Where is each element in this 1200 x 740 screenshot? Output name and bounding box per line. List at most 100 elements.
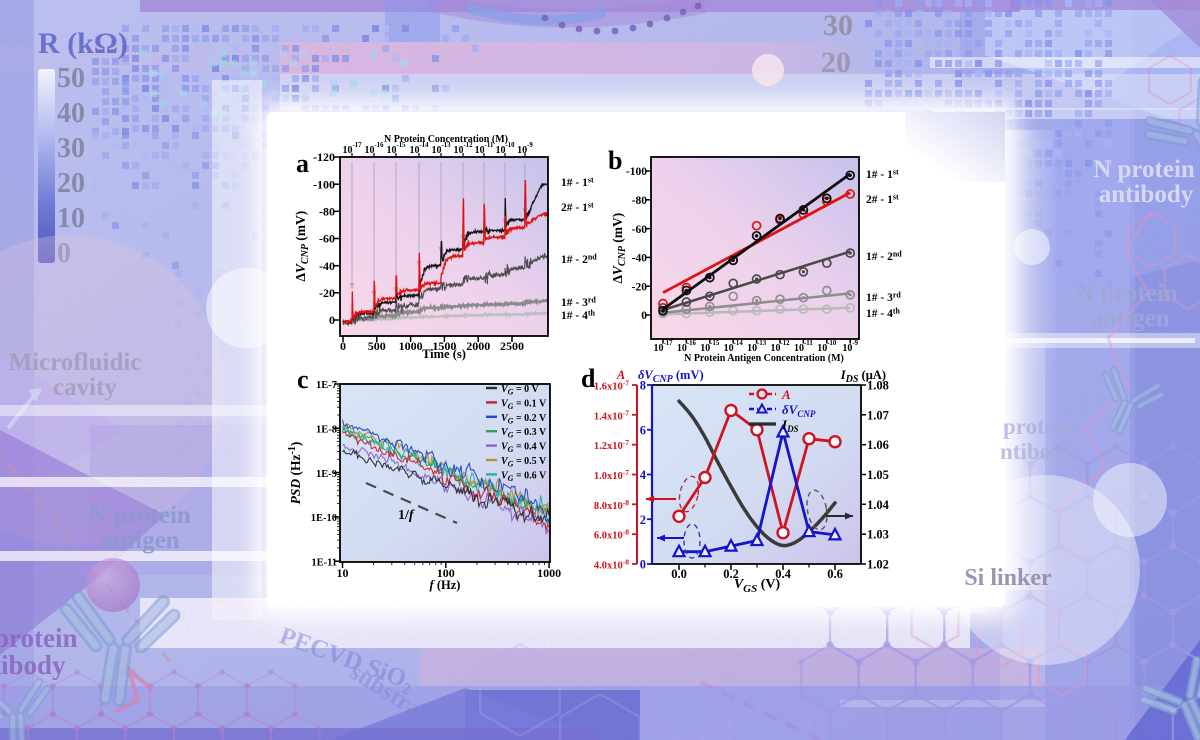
svg-text:10-12: 10-12 [770, 340, 790, 354]
svg-text:1.08: 1.08 [867, 379, 889, 393]
svg-text:PSD (Hz-1): PSD (Hz-1) [287, 442, 303, 505]
svg-text:10: 10 [337, 566, 349, 580]
svg-text:1E-11: 1E-11 [311, 557, 337, 568]
svg-text:1# - 4th: 1# - 4th [866, 307, 901, 321]
svg-text:1.02: 1.02 [867, 558, 889, 572]
svg-text:0.4: 0.4 [775, 567, 791, 581]
svg-text:0: 0 [329, 313, 335, 327]
svg-text:10-10: 10-10 [817, 340, 837, 354]
svg-text:100: 100 [437, 566, 455, 580]
svg-text:2500: 2500 [500, 339, 524, 353]
svg-text:-20: -20 [319, 286, 335, 300]
svg-text:8.0x10-8: 8.0x10-8 [594, 498, 629, 512]
svg-text:10-15: 10-15 [386, 142, 406, 156]
svg-text:10-17: 10-17 [653, 340, 673, 354]
svg-text:N Protein Antigen Concentratio: N Protein Antigen Concentration (M) [684, 353, 844, 364]
svg-text:6: 6 [640, 423, 646, 437]
svg-text:1E-10: 1E-10 [311, 513, 337, 524]
svg-text:1# - 3rd: 1# - 3rd [866, 291, 901, 305]
svg-text:-40: -40 [632, 253, 648, 265]
svg-text:Si linker: Si linker [964, 565, 1052, 591]
svg-text:0: 0 [340, 339, 346, 353]
svg-text:8: 8 [640, 379, 646, 393]
svg-text:1# - 4th: 1# - 4th [561, 309, 596, 323]
svg-text:-80: -80 [632, 195, 648, 207]
svg-text:VG = 0.2 V: VG = 0.2 V [501, 413, 547, 426]
svg-text:1# - 2nd: 1# - 2nd [866, 250, 902, 264]
svg-text:0.6: 0.6 [827, 567, 843, 581]
svg-text:1/f: 1/f [398, 508, 415, 523]
svg-text:10-9: 10-9 [842, 340, 858, 354]
svg-text:10-14: 10-14 [409, 142, 429, 156]
svg-text:4.0x10-8: 4.0x10-8 [594, 558, 629, 572]
svg-text:1.0x10-7: 1.0x10-7 [594, 468, 629, 482]
svg-text:10-11: 10-11 [794, 340, 813, 354]
svg-text:-60: -60 [632, 224, 648, 236]
svg-text:-20: -20 [632, 281, 648, 293]
svg-text:2# - 1st: 2# - 1st [866, 193, 899, 207]
svg-text:1.06: 1.06 [867, 438, 889, 452]
svg-text:VG = 0.1 V: VG = 0.1 V [501, 398, 547, 411]
svg-text:-100: -100 [313, 177, 335, 191]
svg-text:10-12: 10-12 [453, 142, 473, 156]
svg-text:1E-8: 1E-8 [316, 425, 337, 436]
svg-text:10-13: 10-13 [747, 340, 767, 354]
svg-text:1000: 1000 [399, 339, 423, 353]
svg-text:VG = 0.5 V: VG = 0.5 V [501, 456, 547, 469]
svg-text:∆VCNP (mV): ∆VCNP (mV) [293, 211, 311, 282]
svg-text:10-13: 10-13 [431, 142, 451, 156]
svg-text:c: c [297, 365, 309, 394]
svg-text:10-16: 10-16 [677, 340, 697, 354]
svg-text:-80: -80 [319, 205, 335, 219]
svg-text:Time (s): Time (s) [422, 347, 466, 361]
svg-text:N Protein Concentration (M): N Protein Concentration (M) [384, 134, 508, 145]
svg-text:d: d [581, 364, 596, 393]
svg-text:1.04: 1.04 [867, 498, 890, 512]
svg-text:2: 2 [640, 513, 646, 527]
svg-text:1.05: 1.05 [867, 468, 889, 482]
svg-text:4: 4 [640, 468, 647, 482]
svg-text:0: 0 [640, 558, 646, 572]
svg-text:10-10: 10-10 [495, 142, 515, 156]
svg-text:10-9: 10-9 [517, 142, 533, 156]
svg-text:A: A [781, 387, 791, 402]
svg-text:1# - 1st: 1# - 1st [866, 168, 899, 182]
svg-text:VG = 0.6 V: VG = 0.6 V [501, 470, 547, 483]
svg-text:0.2: 0.2 [723, 567, 739, 581]
svg-text:IDS: IDS [781, 417, 799, 434]
svg-text:δVCNP (mV): δVCNP (mV) [638, 368, 704, 385]
svg-text:1.07: 1.07 [867, 408, 889, 422]
svg-text:1# - 1st: 1# - 1st [561, 176, 594, 190]
svg-text:1# - 3rd: 1# - 3rd [561, 296, 596, 310]
svg-text:10-15: 10-15 [700, 340, 720, 354]
svg-text:a: a [296, 149, 309, 178]
svg-text:VG = 0.3 V: VG = 0.3 V [501, 427, 547, 440]
svg-text:ntibody: ntibody [1000, 439, 1076, 464]
svg-text:10-17: 10-17 [342, 142, 362, 156]
svg-text:6.0x10-8: 6.0x10-8 [594, 528, 629, 542]
svg-text:1.4x10-7: 1.4x10-7 [594, 408, 629, 422]
svg-text:-100: -100 [626, 166, 647, 178]
svg-text:500: 500 [368, 339, 386, 353]
svg-text:1.6x10-7: 1.6x10-7 [594, 379, 629, 393]
svg-text:10-16: 10-16 [364, 142, 384, 156]
svg-text:1.03: 1.03 [867, 528, 889, 542]
svg-text:1500: 1500 [432, 339, 456, 353]
svg-text:2000: 2000 [466, 339, 490, 353]
svg-text:IDS (μA): IDS (μA) [840, 368, 886, 385]
svg-text:-120: -120 [313, 150, 335, 164]
svg-text:f (Hz): f (Hz) [430, 578, 461, 592]
svg-text:∆VCNP (mV): ∆VCNP (mV) [610, 213, 628, 284]
svg-text:10-11: 10-11 [475, 142, 494, 156]
svg-text:0.0: 0.0 [671, 567, 687, 581]
svg-text:-40: -40 [319, 259, 335, 273]
svg-text:1.2x10-7: 1.2x10-7 [594, 438, 629, 452]
svg-text:VGS (V): VGS (V) [734, 577, 781, 595]
svg-text:δVCNP: δVCNP [782, 402, 816, 419]
svg-text:0: 0 [641, 310, 647, 322]
svg-text:10-14: 10-14 [724, 340, 744, 354]
svg-text:1# - 2nd: 1# - 2nd [561, 253, 597, 267]
svg-text:VG = 0.4 V: VG = 0.4 V [501, 442, 547, 455]
svg-text:2# - 1st: 2# - 1st [561, 201, 594, 215]
svg-text:VG = 0 V: VG = 0 V [501, 384, 539, 397]
